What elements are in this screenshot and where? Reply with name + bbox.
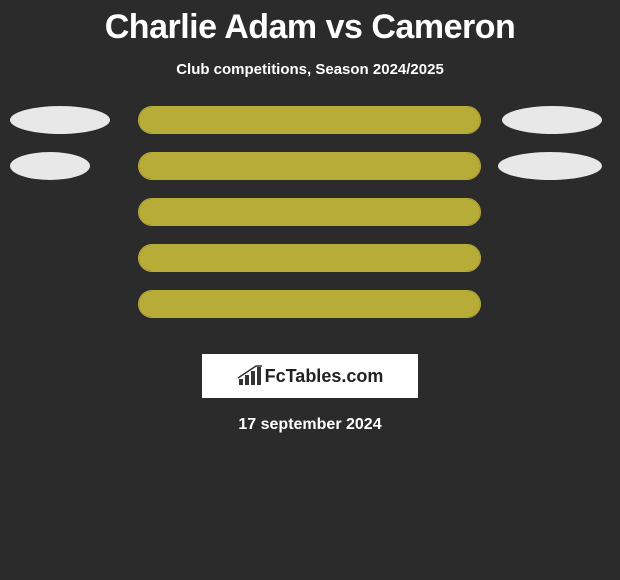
stat-label: Hattricks xyxy=(139,225,480,226)
subtitle: Club competitions, Season 2024/2025 xyxy=(0,61,620,78)
left-ellipse xyxy=(10,106,110,134)
stat-bar: Matches9 xyxy=(138,106,481,134)
date-label: 17 september 2024 xyxy=(0,416,620,434)
chart-row: Goals per match0.33 xyxy=(0,244,620,290)
stat-value: 0 xyxy=(460,225,468,226)
stat-label: Matches xyxy=(139,133,480,134)
stat-value: 9 xyxy=(460,133,468,134)
chart-row: Min per goal301 xyxy=(0,290,620,336)
stat-label: Goals per match xyxy=(139,271,480,272)
stat-bar: Goals per match0.33 xyxy=(138,244,481,272)
page-title: Charlie Adam vs Cameron xyxy=(0,0,620,47)
chart-row: Hattricks0 xyxy=(0,198,620,244)
stat-value: 3 xyxy=(460,179,468,180)
stat-value: 301 xyxy=(445,317,468,318)
stat-label: Goals xyxy=(139,179,480,180)
stat-bar-fill xyxy=(139,291,480,317)
comparison-chart: Matches9Goals3Hattricks0Goals per match0… xyxy=(0,106,620,336)
logo-text: FcTables.com xyxy=(265,366,384,387)
stat-label: Min per goal xyxy=(139,317,480,318)
left-ellipse xyxy=(10,152,90,180)
stat-bar: Goals3 xyxy=(138,152,481,180)
stat-bar-fill xyxy=(139,153,480,179)
chart-row: Matches9 xyxy=(0,106,620,152)
logo-box[interactable]: FcTables.com xyxy=(202,354,418,398)
right-ellipse xyxy=(502,106,602,134)
bar-chart-icon xyxy=(237,365,263,387)
stat-bar: Hattricks0 xyxy=(138,198,481,226)
stat-value: 0.33 xyxy=(441,271,468,272)
stat-bar: Min per goal301 xyxy=(138,290,481,318)
right-ellipse xyxy=(498,152,602,180)
stat-bar-fill xyxy=(139,107,480,133)
stat-bar-fill xyxy=(139,199,480,225)
chart-row: Goals3 xyxy=(0,152,620,198)
stat-bar-fill xyxy=(139,245,480,271)
